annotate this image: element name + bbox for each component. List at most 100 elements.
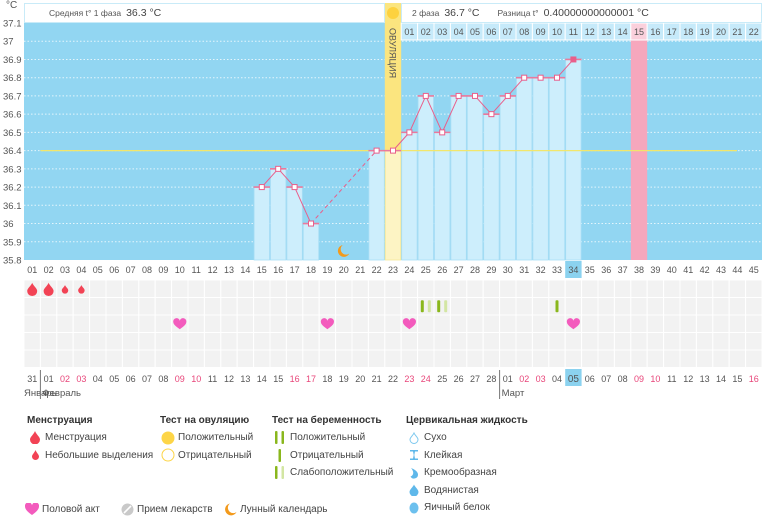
phase1-summary: Средняя t° 1 фаза 36.3 °C bbox=[24, 3, 385, 23]
marker-cell bbox=[302, 314, 320, 333]
marker-cell bbox=[351, 332, 369, 351]
small-drop-icon bbox=[27, 448, 43, 462]
marker-cell bbox=[384, 332, 402, 351]
marker-cell bbox=[154, 332, 173, 351]
y-tick-label: 36.9 bbox=[3, 55, 22, 66]
y-tick-label: 37 bbox=[3, 37, 14, 48]
marker-cell bbox=[335, 279, 353, 298]
calendar-date: 14 bbox=[716, 374, 726, 384]
marker-cell bbox=[72, 332, 91, 351]
marker-cell bbox=[531, 332, 550, 351]
legend-item: Отрицательный bbox=[272, 447, 393, 465]
x-tick-label: 24 bbox=[404, 265, 414, 275]
weak-bars-icon bbox=[272, 466, 288, 480]
axes: 37.1 37 36.9 36.8 36.7 36.6 36.5 36.4 36.3 36.2 36… bbox=[3, 19, 759, 399]
marker-cell bbox=[105, 279, 123, 298]
calendar-date: 10 bbox=[191, 374, 201, 384]
calendar-date: 09 bbox=[175, 374, 185, 384]
marker-cell bbox=[203, 297, 222, 316]
marker-cell bbox=[171, 279, 189, 298]
marker-cell bbox=[138, 314, 156, 333]
marker-cell bbox=[630, 332, 648, 351]
temperature-bar bbox=[516, 77, 533, 261]
x-tick-label: 12 bbox=[208, 265, 218, 275]
marker-cell bbox=[203, 279, 222, 298]
legend-item: Отрицательный bbox=[160, 447, 253, 465]
marker-cell bbox=[482, 332, 501, 351]
marker-cell bbox=[531, 314, 550, 333]
pregnancy-test-bar-icon bbox=[420, 300, 424, 313]
y-tick-label: 36.1 bbox=[3, 201, 22, 212]
temperature-point bbox=[488, 111, 495, 118]
phase2-day-label: 20 bbox=[716, 27, 726, 37]
marker-cell bbox=[302, 332, 320, 351]
marker-cell bbox=[630, 297, 648, 316]
temperature-line-segment bbox=[441, 95, 460, 133]
x-tick-label: 10 bbox=[175, 265, 185, 275]
marker-cell bbox=[285, 279, 304, 298]
marker-cell bbox=[187, 279, 205, 298]
phase2-day-label: 22 bbox=[749, 27, 759, 37]
x-tick-label: 38 bbox=[634, 265, 644, 275]
marker-cell bbox=[548, 314, 566, 333]
marker-cell bbox=[630, 314, 648, 333]
temperature-bar bbox=[434, 131, 451, 261]
calendar-date: 22 bbox=[388, 374, 398, 384]
temperature-bar bbox=[270, 168, 287, 261]
marker-cell bbox=[564, 297, 583, 316]
marker-cell bbox=[646, 332, 665, 351]
y-tick-label: 36.3 bbox=[3, 164, 22, 175]
marker-cell bbox=[548, 349, 566, 368]
marker-cell bbox=[646, 314, 665, 333]
marker-cell bbox=[695, 332, 714, 351]
legend-item: Прием лекарств bbox=[119, 502, 222, 516]
temperature-bar bbox=[548, 77, 566, 261]
calendar-date: 11 bbox=[208, 374, 217, 384]
temperature-line-segment bbox=[277, 168, 295, 188]
marker-cell bbox=[23, 297, 41, 316]
one-bar-icon bbox=[272, 448, 288, 462]
marker-cell bbox=[597, 297, 615, 316]
legend-item: Положительный bbox=[272, 429, 393, 447]
x-tick-label: 15 bbox=[257, 265, 267, 275]
y-tick-label: 36.6 bbox=[3, 110, 22, 121]
legend-menstruation-title: Менструация bbox=[27, 415, 93, 426]
legend-label: Отрицательный bbox=[290, 449, 364, 461]
marker-cell bbox=[384, 349, 402, 368]
y-tick-label: 36 bbox=[3, 219, 14, 230]
two-bars-icon bbox=[272, 431, 288, 445]
marker-cell bbox=[56, 349, 74, 368]
legend-label: Половой акт bbox=[42, 503, 100, 515]
marker-cell bbox=[138, 279, 156, 298]
marker-cell bbox=[499, 279, 517, 298]
calendar-date: 12 bbox=[683, 374, 693, 384]
marker-cell bbox=[89, 349, 107, 368]
x-tick-label: 03 bbox=[60, 265, 70, 275]
temperature-point bbox=[472, 92, 478, 99]
temperature-bar bbox=[466, 95, 484, 261]
calendar-date: 24 bbox=[421, 374, 431, 384]
marker-cell bbox=[154, 297, 173, 316]
x-tick-label: 17 bbox=[290, 265, 300, 275]
marker-cell bbox=[384, 279, 402, 298]
phase2-day-label: 15 bbox=[634, 27, 644, 37]
marker-cell bbox=[449, 332, 468, 351]
marker-cell bbox=[417, 314, 435, 333]
spotting-drop-icon bbox=[61, 285, 69, 294]
calendar-date: 08 bbox=[158, 374, 168, 384]
legend-item: Сухо bbox=[406, 429, 528, 447]
legend-label: Кремообразная bbox=[424, 467, 497, 479]
marker-cell bbox=[39, 349, 58, 368]
ovulation-positive-icon bbox=[387, 7, 399, 19]
calendar-date: 04 bbox=[93, 374, 103, 384]
marker-cell bbox=[695, 297, 714, 316]
temperature-line-segment bbox=[507, 77, 525, 97]
x-tick-label: 09 bbox=[158, 265, 168, 275]
outline-circle-icon bbox=[160, 448, 176, 462]
egg-white-icon bbox=[406, 501, 422, 515]
marker-cell bbox=[105, 349, 123, 368]
marker-cell bbox=[56, 332, 74, 351]
calendar-date: 18 bbox=[322, 374, 332, 384]
y-tick-label: 35.9 bbox=[3, 237, 22, 248]
marker-cell bbox=[466, 332, 484, 351]
